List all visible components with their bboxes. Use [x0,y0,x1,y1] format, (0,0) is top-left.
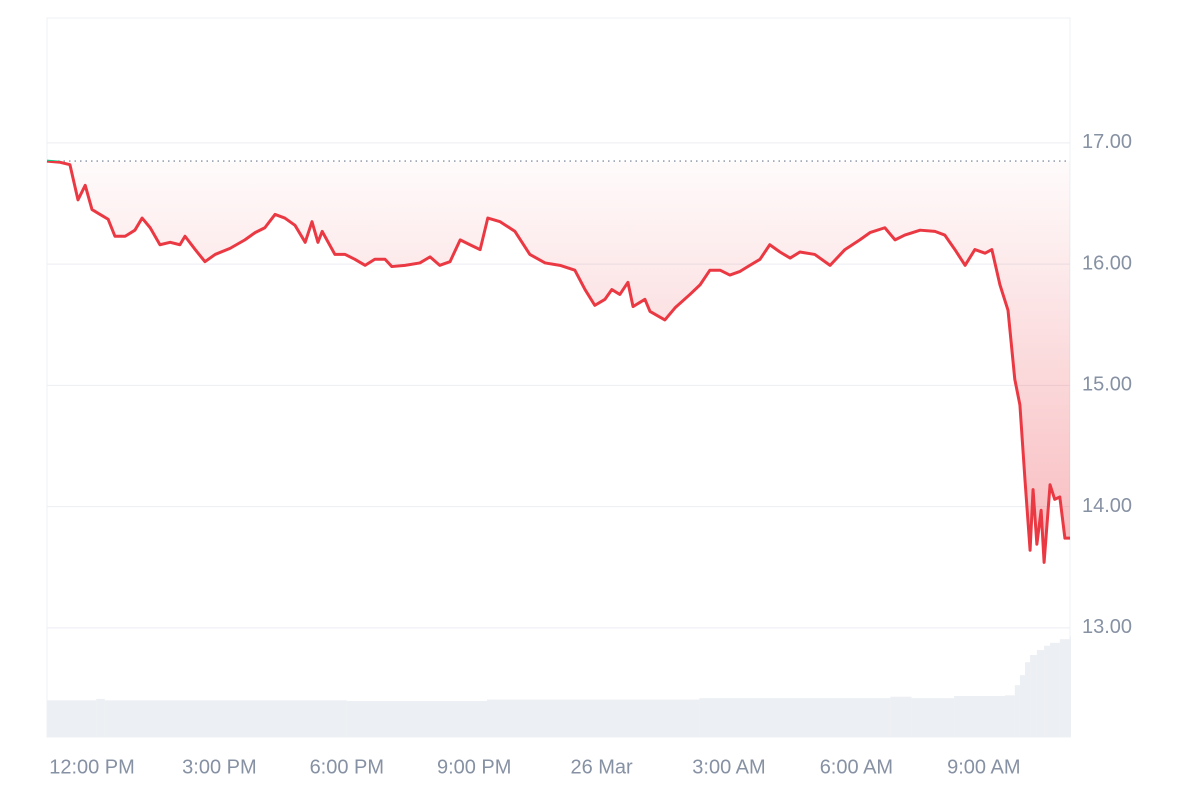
volume-bar [699,698,891,737]
x-tick-label: 9:00 AM [947,756,1020,778]
volume-bar [1030,655,1037,737]
volume-bar [47,700,97,737]
y-tick-label: 13.00 [1082,616,1132,638]
volume-bar [1024,662,1031,737]
y-tick-label: 17.00 [1082,131,1132,153]
x-tick-label: 3:00 AM [692,756,765,778]
volume-bar [1036,650,1045,737]
volume-bar [486,699,700,737]
x-tick-label: 6:00 PM [310,756,384,778]
price-line [46,159,1070,564]
x-tick-label: 3:00 PM [182,756,256,778]
price-area [47,161,1070,563]
y-tick-label: 15.00 [1082,374,1132,396]
volume-bar [954,696,1006,737]
volume-bar [96,698,105,737]
volume-bar [1044,645,1051,737]
volume-bar [911,698,955,737]
volume-bar [1050,642,1060,737]
volume-bar [1019,675,1025,737]
y-tick-label: 16.00 [1082,252,1132,274]
y-tick-label: 14.00 [1082,495,1132,517]
x-tick-label: 12:00 PM [49,756,135,778]
volume-bar [1014,685,1020,737]
volume-bar [1005,695,1015,737]
volume-bar [1059,639,1070,737]
x-tick-label: 26 Mar [570,756,633,778]
volume-bar [890,696,912,737]
volume-bar [104,700,347,737]
volume-bar [1070,636,1071,737]
volume-bar [346,701,487,737]
x-tick-label: 9:00 PM [437,756,511,778]
x-tick-label: 6:00 AM [820,756,893,778]
plot-frame [46,17,1071,738]
